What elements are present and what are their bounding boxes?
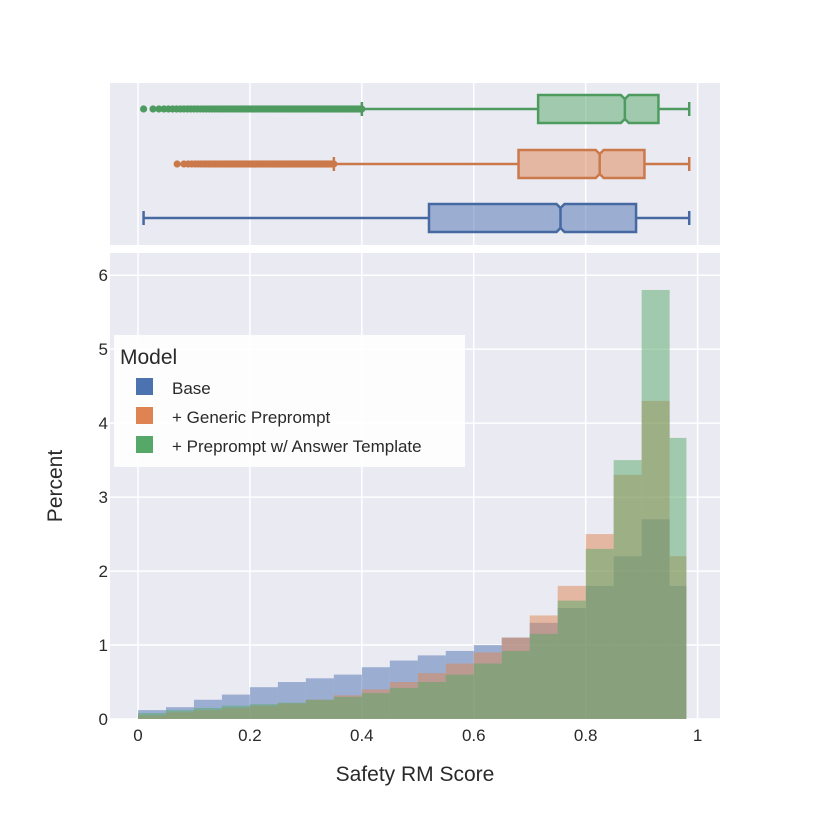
hist-bar <box>529 633 558 719</box>
hist-bar <box>641 289 670 719</box>
x-tick-label: 0.4 <box>350 726 374 745</box>
legend-swatch-generic-preprompt <box>136 407 153 424</box>
box-series-1 <box>173 148 691 180</box>
box-iqr <box>536 93 660 125</box>
box-outlier <box>173 160 181 168</box>
legend: Model Base + Generic Preprompt + Preprom… <box>114 335 465 467</box>
box-outlier <box>139 105 148 113</box>
x-tick-label: 1 <box>693 726 702 745</box>
hist-bar <box>585 548 614 719</box>
box-outlier <box>149 105 157 113</box>
hist-bar <box>249 704 278 719</box>
y-axis-title: Percent <box>44 450 67 523</box>
hist-bar <box>473 663 502 719</box>
y-tick-label: 6 <box>99 266 108 285</box>
box-outlier <box>155 105 163 113</box>
hist-bar <box>193 707 222 719</box>
box-iqr <box>517 148 646 180</box>
y-tick-label: 3 <box>99 488 108 507</box>
legend-swatch-base <box>136 378 153 395</box>
hist-bar <box>361 693 390 719</box>
hist-series-2 <box>137 289 687 719</box>
hist-bar <box>137 713 166 719</box>
y-tick-label: 4 <box>99 414 108 433</box>
legend-box <box>114 335 465 467</box>
box-iqr <box>427 202 638 234</box>
legend-label-base: Base <box>172 379 211 398</box>
tick-labels: 0 0.2 0.4 0.6 0.8 1 0 1 2 3 4 5 6 <box>99 266 703 745</box>
hist-bar <box>669 437 687 719</box>
legend-label-answer-template: + Preprompt w/ Answer Template <box>172 437 422 456</box>
hist-bar <box>165 710 194 719</box>
hist-bar <box>277 702 306 719</box>
hist-bar <box>305 699 334 719</box>
hist-bar <box>501 650 530 719</box>
legend-title: Model <box>120 346 177 369</box>
hist-bar <box>221 705 250 719</box>
hist-bar <box>613 460 642 719</box>
legend-swatch-answer-template <box>136 436 153 453</box>
y-tick-label: 2 <box>99 562 108 581</box>
hist-bar <box>389 687 418 719</box>
box-series-2 <box>139 93 691 125</box>
x-tick-label: 0.2 <box>238 726 262 745</box>
hist-bar <box>417 682 446 719</box>
y-tick-label: 0 <box>99 710 108 729</box>
x-tick-label: 0 <box>133 726 142 745</box>
x-tick-label: 0.8 <box>574 726 598 745</box>
x-tick-label: 0.6 <box>462 726 486 745</box>
y-tick-label: 5 <box>99 340 108 359</box>
box-plots <box>139 93 691 234</box>
histogram-bars <box>137 289 687 719</box>
y-tick-label: 1 <box>99 636 108 655</box>
hist-bar <box>445 674 474 719</box>
x-axis-title: Safety RM Score <box>336 763 495 786</box>
legend-label-generic-preprompt: + Generic Preprompt <box>172 408 331 427</box>
hist-bar <box>333 696 362 719</box>
hist-bar <box>557 600 586 719</box>
box-series-0 <box>142 202 691 234</box>
